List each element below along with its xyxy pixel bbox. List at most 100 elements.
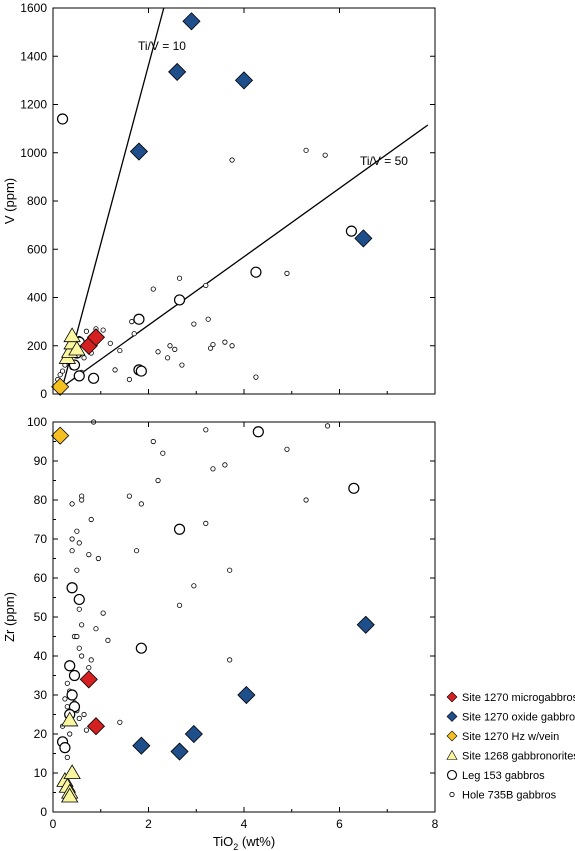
data-point-circle-small-15: [100, 327, 106, 333]
legend-marker-diamond-blue: [446, 711, 458, 722]
x-tick-label: 4: [241, 817, 248, 831]
data-point-circle-small-49: [227, 567, 233, 573]
legend-label: Hole 735B gabbros: [462, 790, 557, 802]
y-tick-label: 0: [40, 805, 47, 819]
data-point-circle-large-4: [66, 689, 78, 701]
data-point-diamond-blue-4: [170, 742, 189, 761]
data-point-circle-small-7: [76, 540, 82, 546]
data-point-circle-small-35: [105, 637, 111, 644]
data-point-circle-small-12: [83, 328, 90, 334]
data-point-circle-small-37: [253, 374, 259, 380]
data-point-circle-small-32: [207, 345, 214, 351]
data-point-circle-small-36: [229, 157, 235, 163]
data-point-circle-small-16: [107, 340, 113, 346]
data-point-diamond-blue-2: [234, 71, 254, 90]
y-tick-label: 60: [34, 571, 48, 585]
data-point-circle-small-23: [155, 349, 161, 355]
x-tick-label: 6: [336, 817, 343, 831]
y-axis-label: Zr (ppm): [2, 592, 17, 642]
reference-line-ti-v-10: [61, 8, 165, 387]
data-point-circle-large-0: [56, 113, 69, 125]
data-point-circle-small-17: [112, 367, 118, 373]
data-point-circle-small-11: [81, 355, 87, 361]
y-tick-label: 1000: [20, 146, 47, 160]
data-point-circle-small-34: [100, 610, 106, 616]
legend-marker-triangle: [446, 749, 458, 760]
data-point-circle-small-29: [67, 731, 73, 737]
data-point-circle-large-1: [73, 593, 85, 606]
data-point-circle-small-34: [222, 339, 228, 345]
data-point-circle-small-30: [203, 282, 209, 289]
data-point-circle-small-1: [69, 501, 75, 507]
data-point-circle-small-11: [74, 567, 80, 573]
data-point-circle-small-40: [322, 152, 328, 158]
y-tick-label: 1200: [20, 98, 47, 112]
data-point-diamond-red-0: [79, 670, 98, 689]
y-tick-label: 50: [34, 610, 48, 624]
data-point-circle-large-2: [64, 660, 76, 672]
data-point-circle-large-3: [68, 669, 81, 682]
data-point-circle-small-14: [79, 622, 85, 628]
data-point-circle-small-20: [88, 657, 94, 663]
data-point-circle-small-17: [76, 645, 82, 651]
plot-frame: [52, 7, 436, 395]
data-point-circle-small-19: [126, 376, 132, 383]
data-point-circle-small-21: [131, 331, 137, 337]
y-tick-label: 600: [27, 242, 47, 256]
data-point-triangle-3: [63, 327, 81, 343]
v-vs-tio2-plot: 0 200 400 600 800 1000 1200 1400 1600 V (ppm) Ti/V…: [2, 1, 436, 401]
ti-v-50-label: Ti/V = 50: [360, 154, 408, 168]
data-point-diamond-red-1: [86, 328, 106, 347]
data-point-diamond-blue-4: [354, 229, 373, 248]
data-point-circle-small-31: [205, 316, 211, 322]
legend-label: Leg 153 gabbros: [462, 770, 545, 782]
data-point-circle-small-47: [210, 466, 216, 472]
data-point-circle-small-50: [227, 657, 233, 663]
data-point-circle-small-26: [62, 696, 68, 702]
data-point-circle-small-5: [69, 536, 75, 542]
data-point-diamond-yellow-0: [51, 377, 70, 396]
data-point-circle-small-16: [74, 633, 80, 640]
legend: Site 1270 microgabbros Site 1270 oxide ga…: [446, 691, 575, 802]
data-point-circle-large-6: [133, 313, 145, 325]
y-tick-label: 1600: [20, 1, 47, 15]
data-point-triangle-4: [68, 340, 86, 356]
data-point-circle-small-32: [83, 727, 90, 733]
y-tick-label: 100: [27, 415, 47, 429]
data-point-circle-small-41: [155, 477, 161, 484]
x-axis-label: TiO2 (wt%): [213, 834, 275, 851]
data-point-circle-small-8: [69, 548, 75, 554]
x-tick-label: 8: [432, 817, 439, 831]
data-point-circle-large-8: [135, 365, 147, 377]
zr-vs-tio2-plot: 0 10 20 30 40 50 60 70 80 90 100 0 2 4 6 8 Zr (ppm) TiO2 …: [2, 415, 439, 851]
data-point-circle-small-25: [167, 343, 173, 349]
data-point-circle-large-5: [87, 372, 100, 384]
data-point-circle-small-20: [129, 319, 135, 325]
data-point-circle-small-38: [133, 548, 140, 554]
data-point-circle-small-38: [284, 270, 290, 276]
data-point-circle-small-43: [176, 602, 183, 608]
y-tick-label: 20: [34, 727, 48, 741]
data-point-circle-small-46: [203, 520, 209, 527]
data-point-circle-small-39: [138, 501, 144, 507]
data-point-circle-small-44: [191, 583, 197, 589]
data-point-circle-small-9: [86, 551, 92, 558]
data-point-triangle-0: [61, 711, 79, 727]
legend-label: Site 1270 oxide gabbros: [462, 712, 575, 724]
data-point-circle-small-28: [179, 362, 185, 368]
data-point-circle-small-45: [203, 427, 209, 433]
reference-line-ti-v-50: [62, 124, 429, 388]
x-tick-label: 2: [145, 817, 152, 831]
data-point-circle-small-30: [76, 715, 82, 722]
data-point-circle-small-33: [64, 754, 70, 761]
data-point-circle-small-10: [95, 555, 101, 562]
data-point-circle-small-13: [76, 606, 82, 612]
y-tick-label: 400: [27, 291, 47, 305]
data-point-circle-small-18: [117, 347, 123, 354]
data-point-circle-small-3: [79, 497, 85, 503]
data-point-circle-small-40: [150, 438, 156, 445]
y-tick-label: 70: [34, 532, 48, 546]
data-point-circle-small-35: [229, 343, 235, 349]
legend-label: Site 1270 Hz w/vein: [462, 731, 559, 743]
y-tick-label: 90: [34, 454, 48, 468]
